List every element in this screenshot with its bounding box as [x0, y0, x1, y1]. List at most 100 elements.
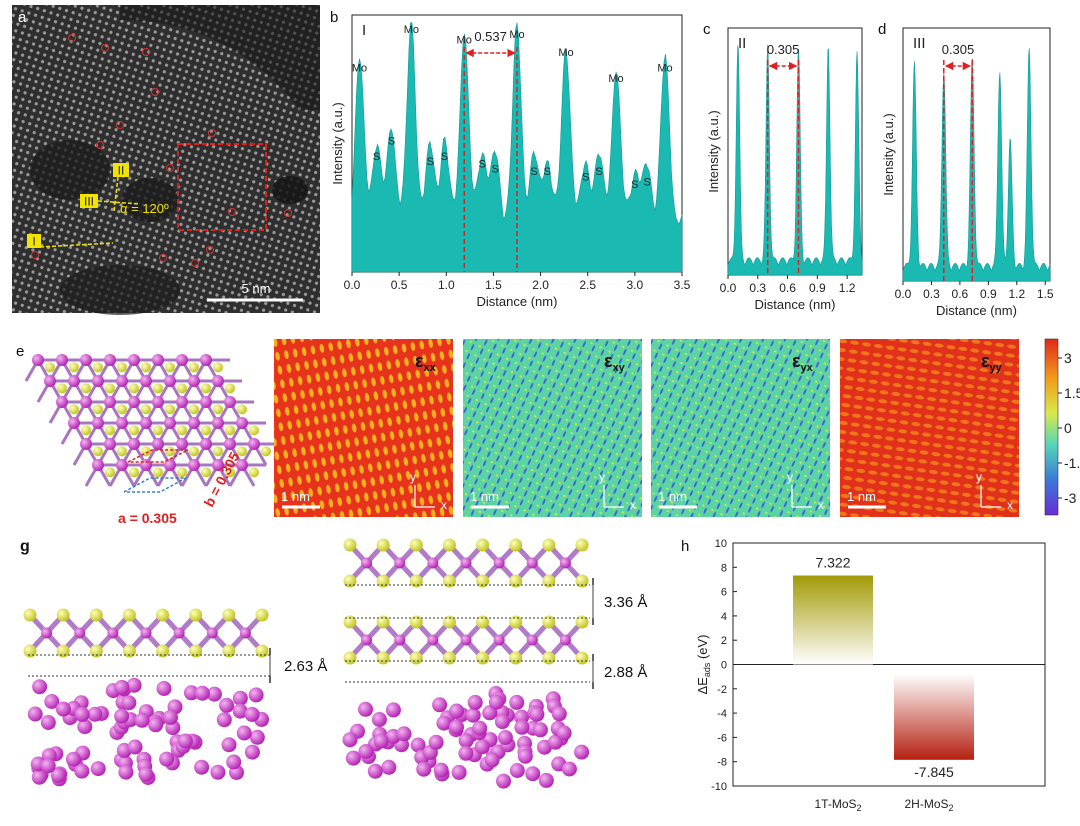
- sulfur-atom: [509, 538, 523, 552]
- molybdenum-atom: [200, 354, 212, 366]
- molybdenum-atom: [212, 459, 224, 471]
- metal-atom: [114, 708, 130, 724]
- lattice-a-label: a = 0.305: [118, 510, 177, 526]
- right-gap-bottom-label: 2.88 Å: [604, 664, 647, 681]
- strain-map-xx: [274, 339, 453, 517]
- metal-atom: [156, 681, 172, 696]
- metal-atom: [484, 752, 500, 768]
- sulfur-atom: [153, 467, 163, 478]
- sulfur-atom: [177, 425, 187, 436]
- sulfur-atom: [237, 404, 247, 415]
- molybdenum-atom: [128, 354, 140, 366]
- y-axis-label: Intensity (a.u.): [330, 102, 345, 184]
- panel-label-c: c: [703, 21, 711, 38]
- sulfur-atom: [442, 574, 456, 588]
- slab-left: [23, 608, 269, 787]
- axis-x-label: x: [1007, 498, 1013, 512]
- molybdenum-atom: [68, 417, 80, 429]
- molybdenum-atom: [206, 627, 218, 639]
- sulfur-atom: [222, 644, 236, 658]
- sulfur-atom: [237, 446, 247, 457]
- metal-atom: [40, 715, 56, 730]
- stem-atom-markers: [31, 34, 292, 267]
- molybdenum-atom: [104, 438, 116, 450]
- peak-label-s: S: [543, 166, 550, 178]
- y-tick-label: -6: [717, 732, 727, 744]
- metal-atom: [416, 761, 432, 777]
- sulfur-atom: [225, 467, 235, 478]
- strain-map-yy: [840, 339, 1019, 517]
- x-tick-label: 0.6: [779, 281, 796, 295]
- metal-atom: [561, 761, 577, 777]
- peak-label-mo: Mo: [608, 73, 623, 85]
- gap-annotations: [28, 578, 594, 689]
- metal-atom: [465, 707, 481, 723]
- strain-map-sub: xx: [424, 362, 437, 374]
- strain-map-xy: [463, 339, 642, 517]
- metal-atom: [219, 697, 235, 713]
- metal-atom: [373, 733, 389, 749]
- x-tick-label: 1.2: [839, 281, 856, 295]
- molybdenum-atom: [128, 438, 140, 450]
- x-tick-label: 1.0: [438, 278, 455, 292]
- molybdenum-atom: [164, 459, 176, 471]
- metal-atom: [497, 730, 513, 745]
- molybdenum-atom: [104, 354, 116, 366]
- molybdenum-atom: [460, 557, 472, 569]
- metal-atom: [148, 717, 164, 733]
- molybdenum-atom: [41, 627, 53, 639]
- peak-label-mo: Mo: [509, 29, 524, 41]
- line-label: I: [362, 22, 366, 39]
- metal-atom: [381, 759, 397, 775]
- stem-edge: [120, 5, 320, 110]
- category-label: 1T-MoS2: [814, 797, 861, 813]
- sulfur-atom: [376, 574, 390, 588]
- molybdenum-atom: [176, 354, 188, 366]
- metal-atom: [371, 712, 387, 727]
- profile-area: [902, 48, 1051, 282]
- scale-bar-label: 1 nm: [847, 489, 876, 504]
- axis-y-label: y: [410, 470, 416, 484]
- panel-label-e: e: [16, 343, 24, 360]
- scale-bar-label: 1 nm: [658, 489, 687, 504]
- molybdenum-atom: [140, 627, 152, 639]
- sulfur-atom: [343, 615, 357, 629]
- y-axis-label: ΔEads (eV): [695, 634, 712, 694]
- molybdenum-atom: [188, 375, 200, 387]
- stem-dark-region: [272, 176, 308, 204]
- metal-atom: [118, 764, 134, 780]
- x-tick-label: 0.0: [344, 278, 361, 292]
- axis-x-label: x: [818, 498, 824, 512]
- y-tick-label: 10: [715, 538, 727, 550]
- metal-atom: [65, 751, 81, 767]
- metal-atom: [410, 737, 426, 753]
- strain-map-yx: [651, 339, 830, 517]
- metal-atom: [127, 739, 143, 755]
- molybdenum-atom: [32, 354, 44, 366]
- molybdenum-atom: [173, 627, 185, 639]
- sulfur-atom: [476, 574, 490, 588]
- line-label: III: [913, 35, 926, 52]
- metal-atom: [449, 703, 465, 719]
- metal-atom: [249, 729, 265, 745]
- sulfur-atom: [153, 425, 163, 436]
- sulfur-atom: [376, 538, 390, 552]
- sulfur-atom: [575, 538, 589, 552]
- category-label-sub: 2: [949, 803, 954, 813]
- sulfur-atom: [249, 467, 259, 478]
- molybdenum-atom: [140, 375, 152, 387]
- line-label: II: [738, 35, 746, 52]
- metal-atom: [509, 763, 525, 778]
- line-profile-III: [97, 200, 141, 205]
- profile-area: [727, 44, 863, 276]
- sulfur-atom: [189, 608, 203, 622]
- y-axis-label-unit: (eV): [695, 634, 710, 662]
- sulfur-atom: [201, 425, 211, 436]
- sulfur-atom: [153, 383, 163, 394]
- bar-value-label: -7.845: [914, 764, 954, 780]
- sulfur-atom: [509, 574, 523, 588]
- sulfur-atom: [575, 574, 589, 588]
- sulfur-atom: [56, 608, 70, 622]
- y-axis-label: Intensity (a.u.): [706, 110, 721, 192]
- lattice-structure: [24, 354, 278, 487]
